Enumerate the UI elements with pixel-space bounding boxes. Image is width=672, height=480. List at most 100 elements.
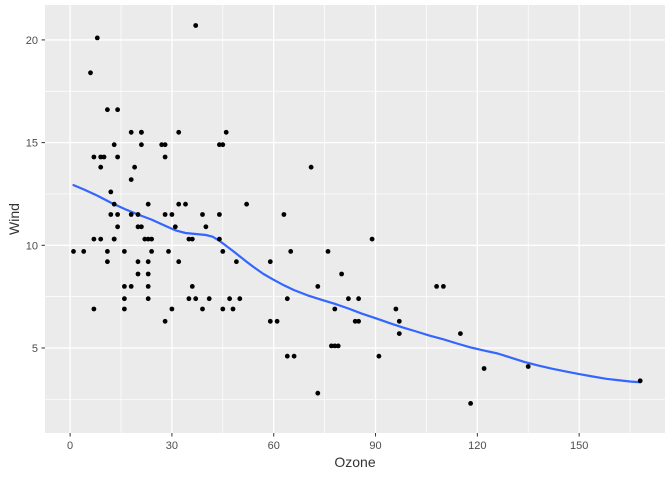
x-tick-label: 150 [570,440,588,452]
data-point [176,129,182,135]
data-point [234,259,239,265]
data-point [220,142,226,148]
data-point [481,366,487,371]
y-axis-title: Wind [6,203,22,235]
data-point [315,390,321,396]
data-point [128,177,134,183]
data-point [128,129,134,135]
x-tick-label: 0 [67,440,73,452]
data-point [189,236,195,242]
data-point [139,142,144,148]
data-point [186,296,192,302]
data-point [81,249,87,254]
data-point [203,224,209,230]
data-point [332,343,338,349]
data-point [145,284,151,289]
data-point [291,353,297,359]
data-point [111,201,117,207]
data-point [105,107,110,113]
data-point [176,201,182,207]
data-point [267,259,273,265]
data-point [369,236,375,242]
smooth-line [72,184,642,384]
data-point [91,154,97,160]
data-point [111,236,117,242]
data-point [111,142,117,148]
plot-panel [45,5,665,433]
data-point [441,284,446,289]
data-point [98,164,104,170]
data-point [71,249,76,254]
data-point [637,378,643,384]
data-point [115,224,120,230]
data-point [186,236,192,242]
data-point [135,212,141,217]
data-point [200,306,205,312]
x-tick-label: 90 [369,440,381,452]
data-point [135,224,141,230]
data-point [128,212,134,217]
data-point [149,249,155,254]
y-tick-label: 20 [26,35,38,47]
data-point [135,271,141,277]
x-tick-label: 120 [468,440,486,452]
data-point [189,284,195,289]
data-point [230,306,236,312]
data-point [162,142,168,148]
data-point [376,353,382,359]
y-tick-label: 5 [32,343,38,355]
data-point [274,318,280,324]
data-point [356,296,361,302]
data-point [393,306,399,312]
data-point [217,212,222,217]
data-point [284,353,290,359]
data-point [434,284,439,289]
data-point [217,236,222,242]
data-point [237,296,243,302]
data-point [169,306,175,312]
data-point [145,259,151,265]
data-point [525,364,531,369]
data-point [145,271,151,277]
data-point [122,296,127,302]
data-point [172,224,178,230]
data-point [88,70,93,76]
data-point [288,249,294,254]
y-tick-label: 10 [26,240,38,252]
data-point [200,212,205,217]
data-point [267,318,273,324]
data-point [128,284,134,289]
data-point [352,318,358,324]
data-point [220,249,226,254]
data-point [284,296,290,302]
x-axis-title: Ozone [334,454,376,470]
data-point [329,343,334,349]
data-point [162,212,168,217]
data-point [332,306,338,312]
data-point [139,129,144,135]
x-tick-label: 30 [166,440,178,452]
data-point [335,343,341,349]
data-point [183,201,188,207]
data-point [396,331,402,336]
data-point [122,284,127,289]
data-point [217,142,222,148]
data-point [169,212,175,217]
data-point [223,129,229,135]
data-point [91,236,97,242]
data-point [149,236,155,242]
data-point [142,236,148,242]
data-point [108,189,114,195]
data-point [162,318,168,324]
data-point [145,296,151,302]
data-point [108,212,114,217]
data-point [220,306,226,312]
data-point [468,401,473,406]
data-point [193,23,199,28]
data-point [115,107,120,113]
data-point [244,201,250,207]
data-point [105,249,110,254]
data-point [346,296,351,302]
